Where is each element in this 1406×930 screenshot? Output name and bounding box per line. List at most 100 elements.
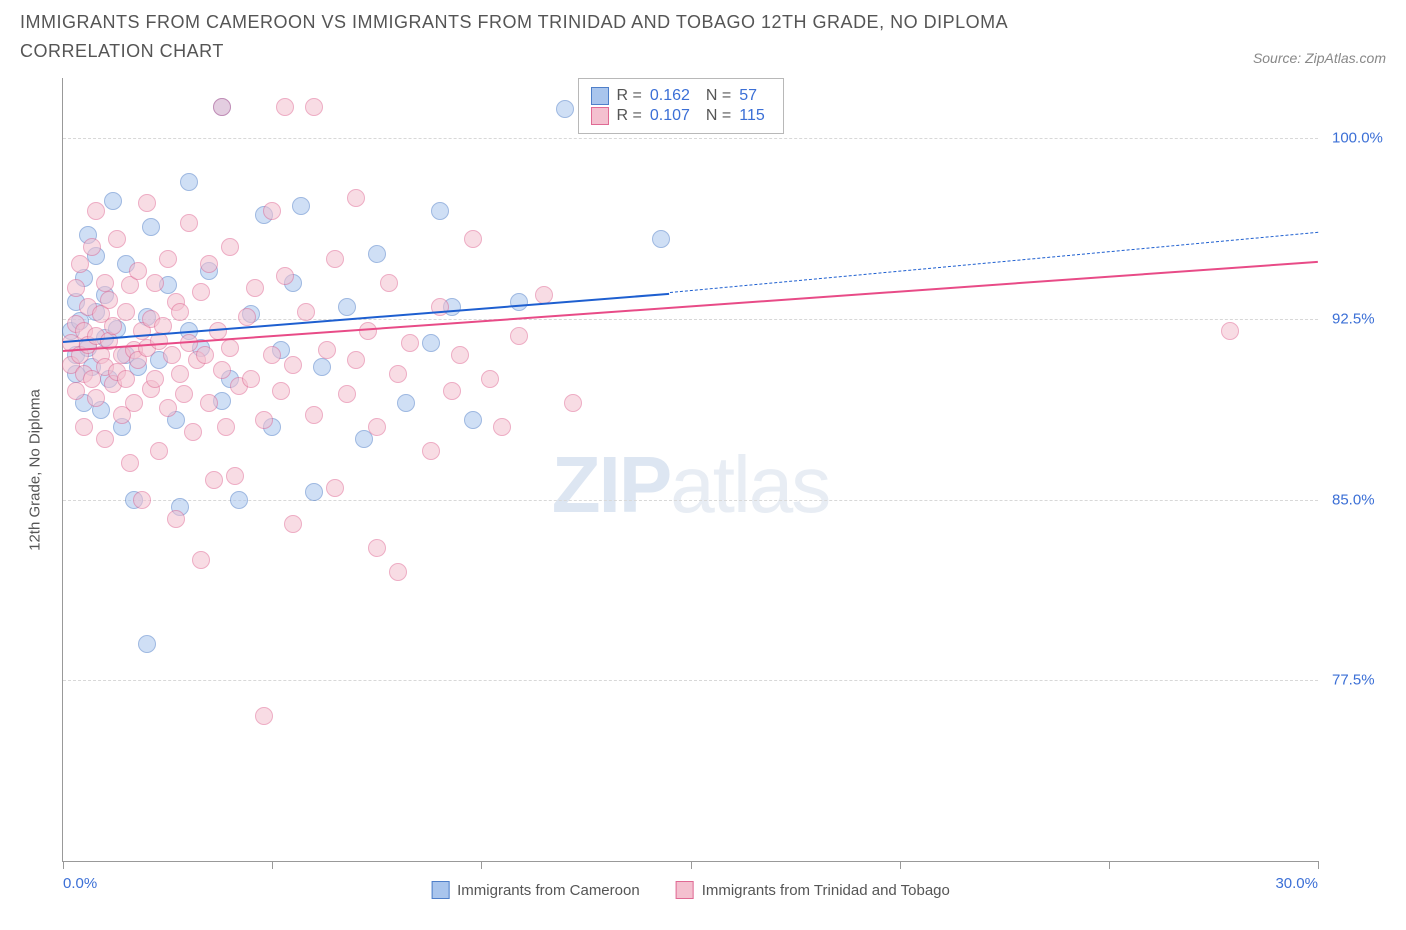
scatter-point xyxy=(180,173,198,191)
scatter-point xyxy=(389,365,407,383)
scatter-point xyxy=(359,322,377,340)
stats-n-value: 115 xyxy=(739,107,771,125)
scatter-point xyxy=(200,255,218,273)
scatter-point xyxy=(87,389,105,407)
scatter-point xyxy=(159,250,177,268)
legend-swatch xyxy=(676,881,694,899)
scatter-point xyxy=(305,98,323,116)
scatter-point xyxy=(510,293,528,311)
scatter-point xyxy=(263,202,281,220)
scatter-point xyxy=(230,491,248,509)
stats-label: R = xyxy=(617,87,642,105)
stats-n-value: 57 xyxy=(739,87,771,105)
scatter-point xyxy=(305,483,323,501)
scatter-point xyxy=(117,303,135,321)
scatter-point xyxy=(171,365,189,383)
stats-row: R =0.107N =115 xyxy=(591,107,772,125)
x-tick xyxy=(272,861,273,869)
scatter-point xyxy=(180,214,198,232)
scatter-point xyxy=(205,471,223,489)
scatter-point xyxy=(246,279,264,297)
scatter-point xyxy=(125,394,143,412)
scatter-point xyxy=(96,430,114,448)
legend-swatch xyxy=(431,881,449,899)
scatter-point xyxy=(192,283,210,301)
chart-container: ZIPatlas 12th Grade, No Diploma 77.5%85.… xyxy=(20,78,1386,910)
scatter-point xyxy=(276,267,294,285)
scatter-point xyxy=(192,551,210,569)
scatter-point xyxy=(318,341,336,359)
source-label: Source: ZipAtlas.com xyxy=(1253,50,1386,66)
scatter-point xyxy=(171,303,189,321)
scatter-point xyxy=(200,394,218,412)
scatter-point xyxy=(464,411,482,429)
scatter-point xyxy=(167,510,185,528)
scatter-point xyxy=(159,399,177,417)
scatter-point xyxy=(150,442,168,460)
scatter-point xyxy=(67,382,85,400)
scatter-point xyxy=(138,635,156,653)
scatter-point xyxy=(443,382,461,400)
scatter-point xyxy=(133,491,151,509)
scatter-point xyxy=(284,356,302,374)
scatter-point xyxy=(481,370,499,388)
y-tick-label: 92.5% xyxy=(1332,310,1375,327)
gridline xyxy=(63,680,1318,681)
scatter-point xyxy=(129,262,147,280)
legend-label: Immigrants from Trinidad and Tobago xyxy=(702,882,950,899)
scatter-point xyxy=(175,385,193,403)
scatter-point xyxy=(163,346,181,364)
x-tick-label: 0.0% xyxy=(63,875,97,892)
scatter-point xyxy=(422,334,440,352)
scatter-point xyxy=(138,194,156,212)
y-tick-label: 100.0% xyxy=(1332,130,1383,147)
y-tick-label: 85.0% xyxy=(1332,491,1375,508)
scatter-point xyxy=(313,358,331,376)
scatter-point xyxy=(100,291,118,309)
scatter-point xyxy=(464,230,482,248)
scatter-point xyxy=(368,418,386,436)
scatter-point xyxy=(510,327,528,345)
scatter-point xyxy=(326,479,344,497)
scatter-point xyxy=(213,98,231,116)
scatter-point xyxy=(451,346,469,364)
scatter-point xyxy=(263,346,281,364)
scatter-point xyxy=(142,218,160,236)
stats-box: R =0.162N =57R =0.107N =115 xyxy=(578,78,785,134)
scatter-point xyxy=(272,382,290,400)
scatter-point xyxy=(146,370,164,388)
x-tick xyxy=(481,861,482,869)
scatter-point xyxy=(196,346,214,364)
scatter-point xyxy=(255,411,273,429)
scatter-point xyxy=(431,202,449,220)
stats-label: N = xyxy=(706,107,731,125)
legend-swatch xyxy=(591,87,609,105)
scatter-point xyxy=(284,515,302,533)
scatter-point xyxy=(389,563,407,581)
scatter-point xyxy=(401,334,419,352)
x-tick xyxy=(63,861,64,869)
scatter-point xyxy=(422,442,440,460)
x-tick xyxy=(1318,861,1319,869)
scatter-point xyxy=(255,707,273,725)
stats-r-value: 0.162 xyxy=(650,87,698,105)
chart-title: IMMIGRANTS FROM CAMEROON VS IMMIGRANTS F… xyxy=(20,8,1120,66)
legend-item: Immigrants from Cameroon xyxy=(431,881,640,899)
scatter-point xyxy=(83,238,101,256)
y-axis-label: 12th Grade, No Diploma xyxy=(27,389,44,551)
plot-area: ZIPatlas 12th Grade, No Diploma 77.5%85.… xyxy=(62,78,1318,862)
scatter-point xyxy=(238,308,256,326)
scatter-point xyxy=(71,255,89,273)
scatter-point xyxy=(75,418,93,436)
scatter-point xyxy=(67,279,85,297)
scatter-point xyxy=(326,250,344,268)
scatter-point xyxy=(292,197,310,215)
scatter-point xyxy=(226,467,244,485)
y-tick-label: 77.5% xyxy=(1332,672,1375,689)
scatter-point xyxy=(338,298,356,316)
scatter-point xyxy=(146,274,164,292)
scatter-point xyxy=(297,303,315,321)
scatter-point xyxy=(117,370,135,388)
scatter-point xyxy=(104,317,122,335)
scatter-point xyxy=(217,418,235,436)
